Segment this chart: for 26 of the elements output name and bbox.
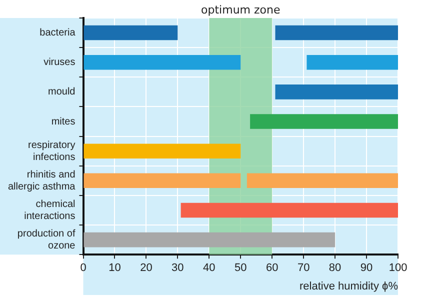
y-tick-label: mould	[48, 86, 76, 98]
x-tick-label: 100	[388, 262, 408, 274]
y-tick-label: viruses	[44, 57, 76, 68]
x-tick-label: 90	[360, 262, 373, 274]
bar	[84, 144, 241, 158]
bar	[250, 114, 398, 129]
y-tick-label: bacteria	[40, 28, 76, 39]
x-axis-title: relative humidity ϕ%	[300, 280, 398, 292]
x-tick-label: 70	[297, 262, 310, 274]
bar	[84, 232, 336, 248]
y-tick-label: mites	[51, 116, 76, 128]
y-tick-label: rhinitis and allergic asthma	[8, 169, 76, 192]
band-label: optimum zone	[201, 3, 280, 16]
x-tick-label: 0	[80, 262, 86, 274]
x-tick-label: 80	[328, 262, 342, 274]
x-tick-label: 60	[266, 262, 278, 274]
y-tick-label: production of ozone	[17, 228, 76, 252]
y-tick-label: respiratory infections	[28, 140, 76, 163]
x-tick-label: 10	[108, 262, 121, 274]
bar	[180, 202, 398, 218]
x-tick-label: 30	[172, 262, 184, 274]
x-tick-label: 50	[234, 262, 247, 274]
bar	[275, 84, 398, 100]
x-tick-label: 40	[203, 262, 216, 274]
y-tick-label: chemical interactions	[24, 198, 76, 222]
x-tick-label: 20	[140, 262, 152, 274]
